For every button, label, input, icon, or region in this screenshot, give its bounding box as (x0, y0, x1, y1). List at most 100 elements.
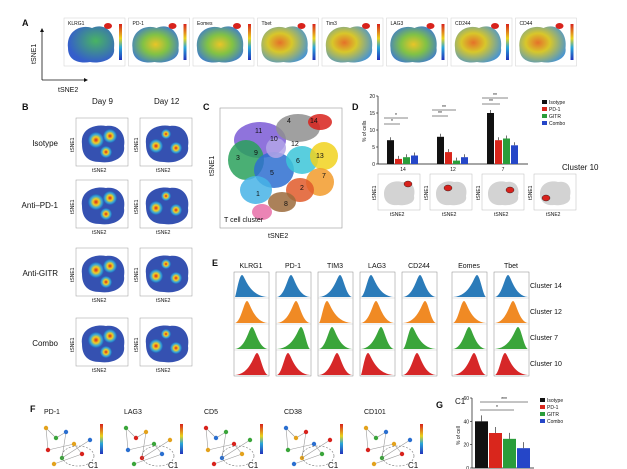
density-hotspot (103, 191, 117, 205)
density-hotspot (170, 142, 182, 154)
cluster-label-10: 10 (270, 136, 278, 143)
panel-f-label: F (30, 404, 36, 414)
tree-region-label: C1 (408, 461, 419, 469)
row-label-1: Anti–PD-1 (22, 201, 59, 210)
legend-swatch (542, 107, 547, 111)
histogram-marker-label: TIM3 (327, 263, 343, 270)
thumbnail-highlight (505, 186, 515, 194)
tree-node (379, 455, 385, 461)
heatmap-pd-1: PD-1 (128, 17, 190, 67)
y-tick-label: 0 (466, 466, 469, 469)
tree-node (399, 451, 405, 457)
tree-node (327, 437, 333, 443)
heatmap-hotspot (362, 23, 370, 29)
legend-swatch (540, 412, 545, 416)
tree-edge (127, 443, 155, 451)
tree-edge (47, 443, 75, 451)
density-plot: tSNE1 tSNE2 (134, 179, 193, 236)
density-plot: tSNE1 tSNE2 (134, 117, 193, 174)
heatmap-colorbar (119, 24, 122, 60)
tree-region-label: C1 (328, 461, 339, 469)
tree-node (45, 447, 51, 453)
tree-node (363, 425, 369, 431)
tree-node (373, 435, 379, 441)
tree-node (151, 441, 157, 447)
tree-node (51, 461, 57, 467)
density-hotspot (149, 139, 163, 153)
bar-pd-1 (395, 158, 402, 164)
bar-isotype (487, 113, 494, 164)
thumbnail-x-axis-label: tSNE2 (390, 212, 405, 218)
y-tick-label: 20 (369, 94, 375, 100)
tree-edge (207, 443, 235, 451)
heatmap-cloud (132, 26, 179, 63)
heatmap-title: LAG3 (391, 21, 404, 27)
significance-label: ** (438, 111, 442, 117)
heatmap-cd244: CD244 (450, 17, 513, 67)
density-plot: tSNE1 tSNE2 (134, 317, 193, 374)
legend-swatch (542, 121, 547, 125)
thumbnail-x-axis-label: tSNE2 (442, 212, 457, 218)
bar-isotype (475, 421, 488, 468)
tree-colorbar (180, 424, 183, 454)
cluster-label-8: 8 (284, 201, 288, 208)
density-hotspot (161, 329, 171, 339)
heatmap-klrg1: KLRG1 (63, 17, 126, 67)
heatmap-cd44: CD44 (515, 17, 577, 67)
heatmap-title: CD44 (520, 21, 533, 27)
histogram-peak (319, 301, 352, 323)
panel-g-label: G (436, 400, 443, 410)
panel-g-title: C1 (455, 397, 466, 406)
cluster-thumbnail: tSNE1 tSNE2 (528, 173, 577, 218)
tree-edge (213, 453, 243, 465)
tree-node (311, 441, 317, 447)
tree-region-outline (141, 445, 175, 467)
tree-region-outline (61, 445, 95, 467)
bar-isotype (437, 136, 444, 164)
heatmap-cloud (196, 26, 244, 63)
heatmap-cloud (390, 26, 437, 63)
tree-node (53, 435, 59, 441)
cluster-label-13: 13 (316, 153, 324, 160)
histogram-peak (495, 327, 528, 349)
thumbnail-highlight (541, 194, 551, 202)
density-x-axis-label: tSNE2 (92, 168, 107, 174)
panel-c-caption: T cell cluster (224, 217, 264, 224)
heatmap-cloud (261, 26, 308, 63)
heatmap-title: KLRG1 (68, 21, 85, 27)
cluster-label-2: 2 (300, 185, 304, 192)
y-tick-label: 60 (463, 396, 469, 402)
tree-edge (365, 427, 369, 451)
tree-node (87, 437, 93, 443)
tree-node (133, 435, 139, 441)
density-hotspot (161, 259, 171, 269)
tree-edge (373, 453, 403, 465)
cluster-label-12: 12 (291, 141, 299, 148)
tree-node (293, 435, 299, 441)
density-y-axis-label: tSNE1 (134, 199, 140, 214)
tree-node (71, 441, 77, 447)
tree-marker-label: PD-1 (44, 409, 60, 416)
panel-d-label: D (352, 102, 359, 112)
tree-region-outline (381, 445, 415, 467)
histogram-peak (495, 301, 528, 323)
thumbnail-y-axis-label: tSNE1 (528, 185, 534, 200)
panel-a-label: A (22, 18, 29, 28)
heatmap-hotspot (555, 23, 564, 29)
tree-edge (125, 427, 129, 451)
tree-colorbar (260, 424, 263, 454)
tree-edge (205, 427, 217, 439)
y-tick-label: 40 (463, 419, 469, 425)
tree-edge (285, 427, 289, 451)
tree-node (365, 447, 371, 453)
tree-node (391, 441, 397, 447)
tree-marker-label: CD38 (284, 409, 302, 416)
histogram-peak (277, 353, 310, 375)
tree-node (139, 455, 145, 461)
tree-region-outline (301, 445, 335, 467)
tree-node (303, 429, 309, 435)
panel-a-x-axis-label: tSNE2 (58, 87, 78, 94)
density-y-axis-label: tSNE1 (70, 137, 76, 152)
heatmap-colorbar (183, 24, 187, 60)
